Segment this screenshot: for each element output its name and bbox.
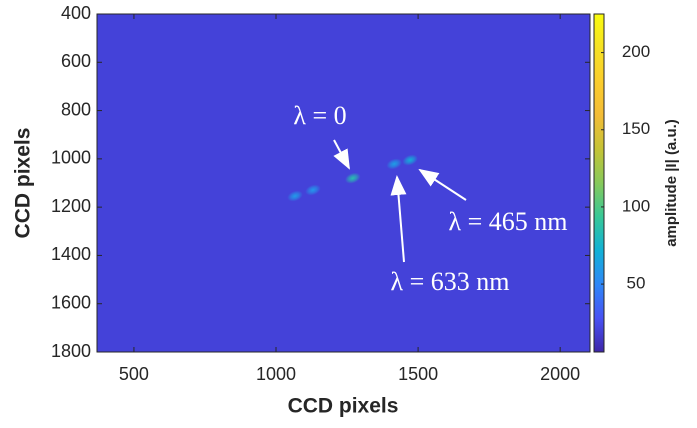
chart: CCD pixels CCD pixels amplitude |I| (a.u… xyxy=(0,0,697,423)
colorbar xyxy=(594,14,604,352)
colorbar-tick-label: 200 xyxy=(622,42,650,61)
y-tick-label: 1200 xyxy=(51,196,91,216)
x-tick-label: 1000 xyxy=(256,364,296,384)
y-tick-label: 1400 xyxy=(51,244,91,264)
colorbar-tick-label: 50 xyxy=(627,274,646,293)
y-axis-label: CCD pixels xyxy=(12,128,35,239)
annotation: λ = 0 xyxy=(293,101,346,130)
annotation: λ = 465 nm xyxy=(449,207,568,236)
y-tick-label: 1600 xyxy=(51,292,91,312)
y-tick-label: 1800 xyxy=(51,341,91,361)
colorbar-label: amplitude |I| (a.u.) xyxy=(663,119,680,247)
y-tick-label: 800 xyxy=(61,99,91,119)
y-tick-label: 400 xyxy=(61,3,91,23)
heatmap-background xyxy=(97,14,590,352)
x-tick-label: 1500 xyxy=(398,364,438,384)
x-axis-label: CCD pixels xyxy=(288,395,399,418)
y-tick-label: 600 xyxy=(61,51,91,71)
y-tick-label: 1000 xyxy=(51,148,91,168)
colorbar-tick-label: 150 xyxy=(622,119,650,138)
annotation: λ = 633 nm xyxy=(391,267,510,296)
colorbar-tick-label: 100 xyxy=(622,196,650,215)
x-tick-label: 500 xyxy=(119,364,149,384)
x-tick-label: 2000 xyxy=(540,364,580,384)
